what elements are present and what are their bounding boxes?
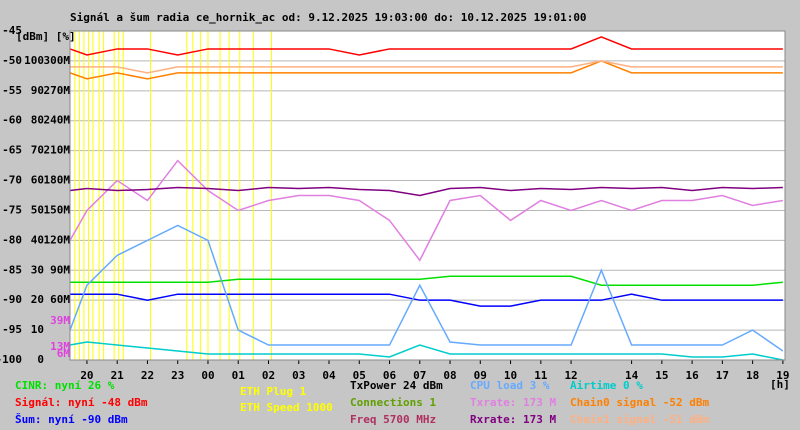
- y-tick-label: -50: [2, 54, 22, 67]
- series-line: [69, 341, 784, 361]
- y2-tick-label: 50: [31, 203, 44, 216]
- y2-tick-label: 0: [37, 353, 44, 366]
- x-tick-label: 18: [746, 369, 759, 382]
- x-tick-label: 05: [353, 369, 366, 382]
- plot-area: [70, 31, 785, 360]
- y-tick-label: -55: [2, 84, 22, 97]
- y2-tick-label: 10: [31, 323, 44, 336]
- info-entry: Connections 1: [350, 396, 436, 409]
- y-tick-label: -60: [2, 114, 22, 127]
- series-line: [69, 159, 784, 262]
- x-tick-label: 10: [504, 369, 517, 382]
- x-tick-label: 12: [564, 369, 577, 382]
- series-line: [70, 60, 783, 74]
- y3-tick-label: 300M: [44, 54, 71, 67]
- x-tick-label: 19: [776, 369, 789, 382]
- y3-tick-label: 270M: [44, 84, 71, 97]
- y-tick-label: -65: [2, 144, 22, 157]
- series-line: [70, 293, 783, 307]
- y-units: [dBm] [%]: [16, 30, 76, 43]
- y-tick-label: -45: [2, 24, 22, 37]
- legend-entry: Rxrate: 173 M: [470, 413, 556, 426]
- series-line: [69, 60, 783, 80]
- y-tick-label: -80: [2, 233, 22, 246]
- legend-entry: CPU load 3 %: [470, 379, 550, 392]
- y3-tick-label: 180M: [44, 174, 71, 187]
- x-tick-label: 09: [474, 369, 487, 382]
- x-tick-label: 20: [80, 369, 93, 382]
- legend-entry: Airtime 0 %: [570, 379, 643, 392]
- info-entry: ETH Speed 1000: [240, 401, 333, 414]
- x-tick-label: 15: [655, 369, 668, 382]
- legend-entry: CINR: nyní 26 %: [15, 379, 115, 392]
- legend-entry: Šum: nyní -90 dBm: [15, 413, 128, 426]
- rate-marker-label: 39M: [50, 314, 70, 327]
- y2-tick-label: 20: [31, 293, 44, 306]
- chart-title: Signál a šum radia ce_hornik_ac od: 9.12…: [70, 11, 587, 24]
- y2-tick-label: 80: [31, 114, 44, 127]
- y3-tick-label: 240M: [44, 114, 71, 127]
- y3-tick-label: 90M: [50, 263, 70, 276]
- legend-entry: Chain1 signal -51 dBm: [570, 413, 709, 426]
- y2-tick-label: 100: [24, 54, 44, 67]
- x-tick-label: 08: [443, 369, 456, 382]
- rate-marker-label: 6M: [57, 347, 71, 360]
- y2-tick-label: 90: [31, 84, 44, 97]
- x-tick-label: 21: [111, 369, 125, 382]
- x-tick-label: 22: [141, 369, 154, 382]
- y3-tick-label: 60M: [50, 293, 70, 306]
- y-tick-label: -75: [2, 203, 22, 216]
- info-entry: TxPower 24 dBm: [350, 379, 443, 392]
- legend-entry: Signál: nyní -48 dBm: [15, 396, 148, 409]
- x-tick-label: 07: [413, 369, 426, 382]
- x-unit: [h]: [770, 378, 790, 391]
- y3-tick-label: 150M: [44, 203, 71, 216]
- x-tick-label: 06: [383, 369, 397, 382]
- y2-tick-label: 70: [31, 144, 44, 157]
- series-line: [70, 275, 783, 286]
- x-tick-label: 11: [534, 369, 548, 382]
- legend-entry: Txrate: 173 M: [470, 396, 556, 409]
- y-tick-label: -95: [2, 323, 22, 336]
- legend-entry: Chain0 signal -52 dBm: [570, 396, 709, 409]
- x-tick-label: 17: [716, 369, 729, 382]
- x-tick-label: 23: [171, 369, 184, 382]
- x-tick-label: 01: [232, 369, 246, 382]
- x-tick-label: 02: [262, 369, 275, 382]
- y3-tick-label: 210M: [44, 144, 71, 157]
- y-tick-label: -100: [0, 353, 22, 366]
- y2-tick-label: 60: [31, 174, 44, 187]
- y3-tick-label: 120M: [44, 233, 71, 246]
- y-tick-label: -90: [2, 293, 22, 306]
- series-line: [69, 224, 784, 352]
- plot-frame: [69, 30, 786, 361]
- y-tick-label: -85: [2, 263, 22, 276]
- y-tick-label: -70: [2, 174, 22, 187]
- series-line: [69, 36, 783, 56]
- x-tick-label: 16: [685, 369, 699, 382]
- rate-marker-label: 13M: [50, 340, 70, 353]
- series-line: [69, 186, 783, 197]
- x-tick-label: 03: [292, 369, 305, 382]
- y2-tick-label: 30: [31, 263, 44, 276]
- y2-tick-label: 40: [31, 233, 44, 246]
- x-tick-label: 00: [201, 369, 214, 382]
- x-tick-label: 04: [322, 369, 336, 382]
- info-entry: ETH Plug 1: [240, 385, 307, 398]
- info-entry: Freq 5700 MHz: [350, 413, 436, 426]
- x-tick-label: 14: [625, 369, 639, 382]
